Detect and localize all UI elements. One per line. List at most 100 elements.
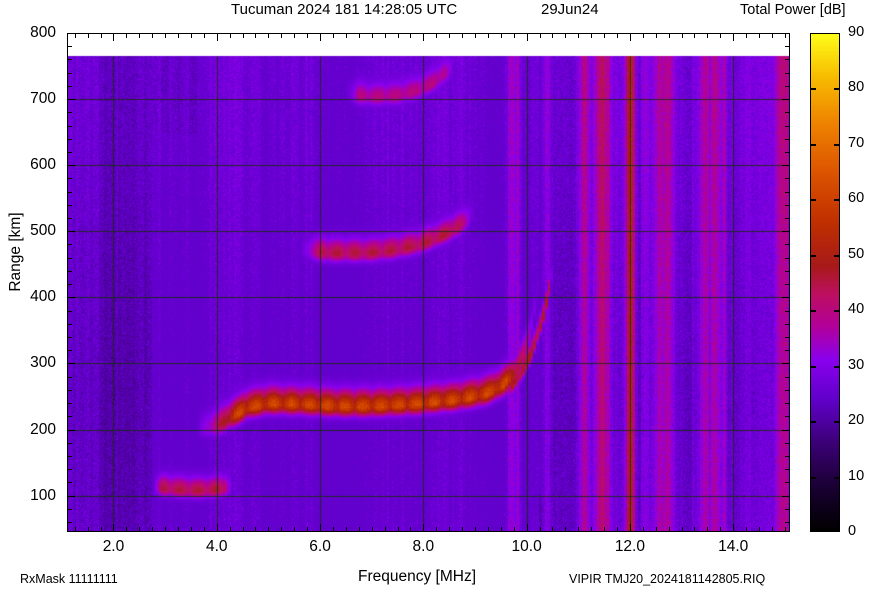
colorbar-tick <box>810 144 816 146</box>
x-minor-tick <box>475 33 476 38</box>
colorbar-tick-label: 0 <box>848 523 857 539</box>
colorbar-tick-label: 70 <box>848 134 865 151</box>
y-tick-label: 200 <box>30 420 56 438</box>
page-title: Tucuman 2024 181 14:28:05 UTC <box>231 1 458 18</box>
x-minor-tick <box>230 527 231 532</box>
x-minor-tick <box>552 33 553 38</box>
x-axis-label: Frequency [MHz] <box>358 568 477 585</box>
colorbar-tick-label: 10 <box>848 467 865 484</box>
y-minor-tick <box>67 59 72 60</box>
y-minor-tick <box>67 126 72 127</box>
x-major-tick <box>320 524 321 532</box>
y-minor-tick <box>785 86 790 87</box>
y-major-tick <box>782 297 790 298</box>
y-tick-label: 800 <box>30 24 56 41</box>
x-minor-tick <box>462 33 463 38</box>
y-major-tick <box>782 33 790 34</box>
x-minor-tick <box>126 33 127 38</box>
y-minor-tick <box>785 271 790 272</box>
x-minor-tick <box>359 33 360 38</box>
colorbar-tick <box>834 199 840 201</box>
x-major-tick <box>733 524 734 532</box>
y-minor-tick <box>67 192 72 193</box>
y-major-tick <box>782 231 790 232</box>
colorbar-tick <box>810 421 816 423</box>
y-minor-tick <box>67 178 72 179</box>
y-minor-tick <box>785 482 790 483</box>
x-minor-tick <box>436 33 437 38</box>
y-minor-tick <box>67 522 72 523</box>
y-minor-tick <box>67 271 72 272</box>
x-minor-tick <box>694 33 695 38</box>
y-minor-tick <box>67 403 72 404</box>
x-minor-tick <box>204 527 205 532</box>
x-minor-tick <box>656 33 657 38</box>
x-minor-tick <box>643 33 644 38</box>
x-minor-tick <box>281 527 282 532</box>
y-minor-tick <box>785 509 790 510</box>
y-minor-tick <box>785 205 790 206</box>
x-major-tick <box>320 33 321 41</box>
y-major-tick <box>782 496 790 497</box>
y-minor-tick <box>785 152 790 153</box>
x-minor-tick <box>501 33 502 38</box>
x-minor-tick <box>88 527 89 532</box>
x-minor-tick <box>410 527 411 532</box>
y-major-tick <box>67 99 75 100</box>
y-minor-tick <box>67 218 72 219</box>
x-major-tick <box>423 33 424 41</box>
x-minor-tick <box>591 527 592 532</box>
y-minor-tick <box>785 311 790 312</box>
x-minor-tick <box>230 33 231 38</box>
x-minor-tick <box>333 527 334 532</box>
colorbar-tick <box>834 421 840 423</box>
y-minor-tick <box>67 46 72 47</box>
x-minor-tick <box>578 33 579 38</box>
x-minor-tick <box>488 527 489 532</box>
x-minor-tick <box>604 527 605 532</box>
x-minor-tick <box>682 33 683 38</box>
x-minor-tick <box>449 33 450 38</box>
y-minor-tick <box>785 139 790 140</box>
x-minor-tick <box>333 33 334 38</box>
colorbar-tick <box>834 255 840 257</box>
colorbar-tick-label: 20 <box>848 412 865 429</box>
x-minor-tick <box>152 527 153 532</box>
y-major-tick <box>782 165 790 166</box>
x-minor-tick <box>126 527 127 532</box>
y-major-tick <box>67 496 75 497</box>
x-minor-tick <box>268 527 269 532</box>
x-minor-tick <box>346 33 347 38</box>
x-minor-tick <box>785 33 786 38</box>
x-major-tick <box>527 33 528 41</box>
x-minor-tick <box>694 527 695 532</box>
x-minor-tick <box>281 33 282 38</box>
y-minor-tick <box>67 258 72 259</box>
y-minor-tick <box>785 416 790 417</box>
x-minor-tick <box>398 527 399 532</box>
colorbar-title: Total Power [dB] <box>740 2 846 18</box>
x-minor-tick <box>617 33 618 38</box>
colorbar-tick-label: 80 <box>848 79 865 96</box>
x-minor-tick <box>88 33 89 38</box>
y-minor-tick <box>785 73 790 74</box>
x-minor-tick <box>552 527 553 532</box>
x-minor-tick <box>682 527 683 532</box>
y-minor-tick <box>67 469 72 470</box>
y-major-tick <box>782 363 790 364</box>
y-minor-tick <box>785 469 790 470</box>
y-major-tick <box>67 430 75 431</box>
y-minor-tick <box>785 59 790 60</box>
x-major-tick <box>217 33 218 41</box>
x-minor-tick <box>398 33 399 38</box>
x-minor-tick <box>514 33 515 38</box>
x-minor-tick <box>139 527 140 532</box>
x-minor-tick <box>243 33 244 38</box>
x-major-tick <box>113 524 114 532</box>
x-minor-tick <box>385 527 386 532</box>
x-minor-tick <box>75 527 76 532</box>
x-minor-tick <box>643 527 644 532</box>
y-minor-tick <box>67 152 72 153</box>
x-minor-tick <box>152 33 153 38</box>
y-minor-tick <box>67 482 72 483</box>
